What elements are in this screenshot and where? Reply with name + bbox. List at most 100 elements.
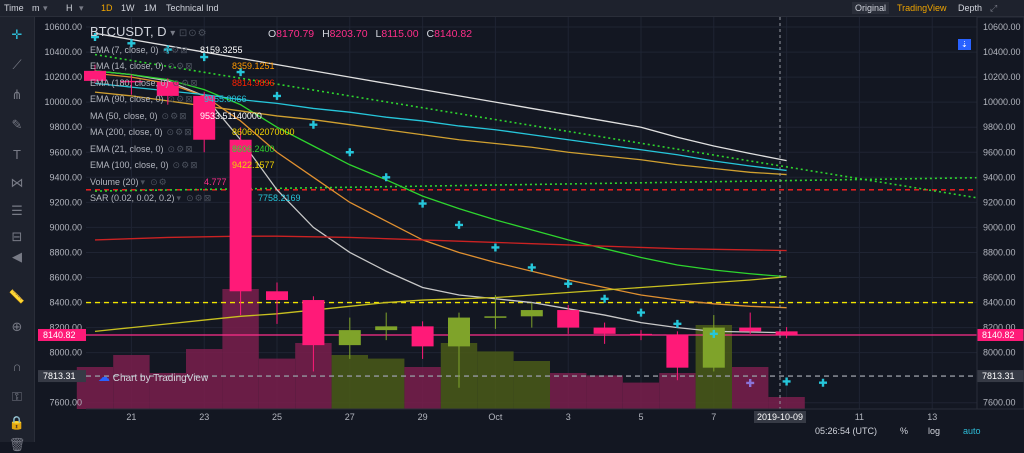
volume-bar	[622, 382, 660, 409]
parabolic-sar-markers	[91, 33, 827, 387]
scroll-to-realtime-icon[interactable]: ⇣	[958, 39, 971, 50]
price-tick-label-left: 9600.00	[49, 147, 82, 157]
text-tool-icon[interactable]: T	[13, 147, 21, 162]
indicator-row[interactable]: EMA (90, close, 0) ⊙⚙⊠ 9455.0066	[90, 94, 247, 104]
indicator-settings-icons[interactable]: ⊙⚙⊠	[162, 45, 189, 55]
lock-drawings-icon[interactable]: ⚿	[12, 389, 22, 404]
time-tick-label: 21	[126, 412, 136, 422]
candle-body	[775, 331, 798, 335]
price-tick-label: 9800.00	[983, 122, 1016, 132]
sar-marker	[455, 220, 463, 229]
chevron-down-icon[interactable]: ▾	[79, 3, 84, 13]
indicator-value: 4.777	[204, 177, 227, 187]
volume-bar	[732, 367, 769, 409]
technical-indicators-button[interactable]: Technical Ind	[166, 3, 219, 13]
indicator-value: 8606.02070000	[232, 127, 295, 137]
indicator-row[interactable]: SAR (0.02, 0.02, 0.2) ▾ ⊙⚙⊠ 7758.2169	[90, 193, 301, 203]
indicator-row[interactable]: MA (200, close, 0) ⊙⚙⊠ 8606.02070000	[90, 127, 295, 137]
low-value: 8115.00	[381, 28, 419, 40]
current-price-tag	[977, 328, 1024, 341]
back-arrow-icon[interactable]: ◀	[12, 249, 22, 264]
indicator-settings-icons[interactable]: ⊙⚙⊠	[167, 94, 194, 104]
indicator-row[interactable]: MA (50, close, 0) ⊙⚙⊠ 9533.51140000	[90, 111, 262, 121]
candle-body	[120, 80, 143, 83]
time-tick-label: 29	[418, 412, 428, 422]
crosshair-price-tag-left	[38, 370, 86, 383]
sar-marker	[673, 319, 682, 328]
indicator-row[interactable]: Volume (20) ▾ ⊙⚙ 4.777	[90, 177, 227, 187]
indicator-settings-icons[interactable]: ⊙⚙⊠	[167, 61, 194, 71]
pattern-icon[interactable]: ⋈	[10, 175, 24, 190]
sar-marker	[236, 68, 245, 77]
indicator-settings-icons[interactable]: ⊙⚙⊠	[166, 127, 193, 137]
auto-scale-toggle[interactable]: auto	[963, 426, 981, 436]
interval-1w[interactable]: 1W	[121, 3, 135, 13]
volume-bar	[186, 349, 223, 409]
price-tick-label-left: 8400.00	[49, 298, 82, 308]
trend-line-icon[interactable]: ⟋	[12, 57, 22, 72]
ohlc-values: O8170.79 H8203.70 L8115.00 C8140.82	[263, 28, 472, 40]
price-tick-label: 10000.00	[983, 97, 1021, 107]
price-tick-label-left: 10600.00	[44, 22, 82, 32]
sar-marker	[127, 39, 136, 48]
price-tick-label-left: 10400.00	[44, 47, 82, 57]
chart-watermark[interactable]: ☁ Chart by TradingView	[98, 370, 209, 384]
indicator-row[interactable]: EMA (14, close, 0) ⊙⚙⊠ 8359.1251	[90, 61, 275, 71]
indicator-row[interactable]: EMA (180, close, 0) ⊙⚙⊠ 8814.9896	[90, 78, 275, 88]
current-price-tag-left	[38, 328, 86, 341]
sar-marker	[418, 199, 427, 208]
chevron-down-icon[interactable]: ▾	[140, 177, 147, 187]
indicator-row[interactable]: EMA (7, close, 0) ⊙⚙⊠ 8159.3255	[90, 45, 243, 55]
sar-marker	[564, 279, 573, 288]
interval-1m[interactable]: 1M	[144, 3, 157, 13]
tradingview-view-button[interactable]: TradingView	[897, 3, 947, 13]
interval-hours[interactable]: H	[66, 3, 73, 13]
symbol-settings-icons[interactable]: ⊡⊙⚙	[178, 28, 208, 39]
ruler-icon[interactable]: 📏	[8, 289, 26, 304]
indicator-settings-icons[interactable]: ⊙⚙	[150, 177, 168, 187]
fullscreen-icon[interactable]: ⤢	[990, 3, 998, 13]
candle-body	[520, 310, 543, 317]
chevron-down-icon[interactable]: ▾	[43, 3, 48, 13]
volume-bar	[586, 375, 623, 409]
zoom-in-icon[interactable]: ⊕	[11, 319, 23, 334]
price-tick-label: 10400.00	[983, 47, 1021, 57]
interval-minutes[interactable]: m	[32, 3, 40, 13]
crosshair-icon[interactable]: ✛	[11, 27, 23, 42]
brush-icon[interactable]: ✎	[11, 117, 23, 132]
crosshair-price-label-left: 7813.31	[43, 371, 76, 381]
lock-icon[interactable]: 🔒	[8, 415, 26, 430]
indicator-row[interactable]: EMA (21, close, 0) ⊙⚙⊠ 8606.2400	[90, 144, 275, 154]
indicator-settings-icons[interactable]: ⊙⚙⊠	[161, 111, 188, 121]
time-label[interactable]: Time	[4, 3, 24, 13]
indicator-row[interactable]: EMA (100, close, 0) ⊙⚙⊠ 9422.1577	[90, 160, 275, 170]
price-tick-label-left: 8800.00	[49, 247, 82, 257]
volume-bars	[76, 289, 805, 409]
percent-scale-toggle[interactable]: %	[900, 426, 909, 436]
chevron-down-icon[interactable]: ▾	[176, 193, 183, 203]
price-chart[interactable]: 10600.00 10600.00 10400.00 10400.00 10200.00…	[0, 0, 1024, 442]
indicator-settings-icons[interactable]: ⊙⚙⊠	[186, 193, 213, 203]
indicator-settings-icons[interactable]: ⊙⚙⊠	[172, 160, 199, 170]
original-view-button[interactable]: Original	[852, 2, 890, 14]
indicator-value: 9533.51140000	[200, 111, 262, 121]
fib-retracement-icon[interactable]: ☰	[11, 203, 23, 218]
magnet-icon[interactable]: ∩	[12, 359, 22, 374]
log-scale-toggle[interactable]: log	[928, 426, 941, 436]
candle-body	[666, 334, 689, 368]
indicator-settings-icons[interactable]: ⊙⚙⊠	[167, 144, 194, 154]
crosshair-price-tag	[977, 370, 1024, 383]
volume-bar	[258, 358, 296, 409]
interval-1d[interactable]: 1D	[101, 3, 113, 13]
candle-body	[229, 139, 252, 292]
chevron-down-icon[interactable]: ▾	[170, 28, 176, 39]
depth-view-button[interactable]: Depth	[958, 3, 983, 13]
measure-icon[interactable]: ⊟	[11, 229, 23, 244]
indicator-settings-icons[interactable]: ⊙⚙⊠	[172, 78, 199, 88]
candlesticks	[84, 64, 798, 388]
pitchfork-icon[interactable]: ⋔	[11, 87, 23, 102]
time-tick-label: 25	[272, 412, 282, 422]
symbol-name[interactable]: BTCUSDT, D	[90, 24, 167, 39]
drawing-toolbar: ✛ ⟋ ⋔ ✎ T ⋈ ☰ ⊟ ◀ 📏 ⊕ ∩ ⚿ 🔒 🗑	[0, 17, 35, 452]
open-value: 8170.79	[276, 28, 315, 40]
